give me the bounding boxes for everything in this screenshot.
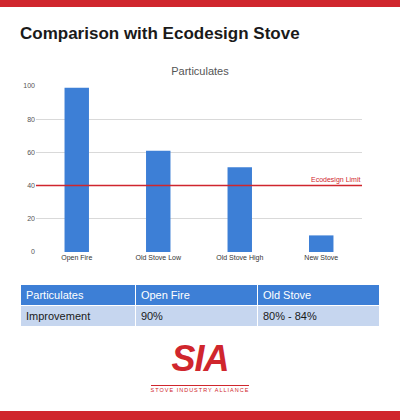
html-text:Comparison with Ecodesign Stov: Comparison with Ecodesign Stove: [20, 24, 300, 43]
html-text:80% - 84%: 80% - 84%: [262, 310, 317, 322]
html-text:Old Stove: Old Stove: [262, 289, 312, 301]
svg-text:Ecodesign Limit: Ecodesign Limit: [311, 176, 360, 184]
svg-text:New Stove: New Stove: [304, 254, 338, 261]
svg-text:40: 40: [27, 182, 35, 189]
html-text:SIA: SIA: [171, 338, 229, 379]
svg-text:20: 20: [27, 215, 35, 222]
svg-text:Open Fire: Open Fire: [61, 254, 92, 262]
svg-text:Particulates: Particulates: [171, 65, 229, 77]
svg-text:0: 0: [31, 248, 35, 255]
html-text:Improvement: Improvement: [26, 310, 91, 322]
html-text:STOVE INDUSTRY ALLIANCE: STOVE INDUSTRY ALLIANCE: [150, 387, 250, 393]
html-text:Particulates: Particulates: [26, 289, 84, 301]
svg-text:80: 80: [27, 116, 35, 123]
html-text:90%: 90%: [140, 310, 163, 322]
svg-text:Old Stove Low: Old Stove Low: [135, 254, 181, 261]
svg-text:100: 100: [23, 82, 35, 89]
svg-text:60: 60: [27, 149, 35, 156]
svg-text:Old Stove High: Old Stove High: [216, 254, 263, 262]
html-text:Open Fire: Open Fire: [140, 289, 190, 301]
